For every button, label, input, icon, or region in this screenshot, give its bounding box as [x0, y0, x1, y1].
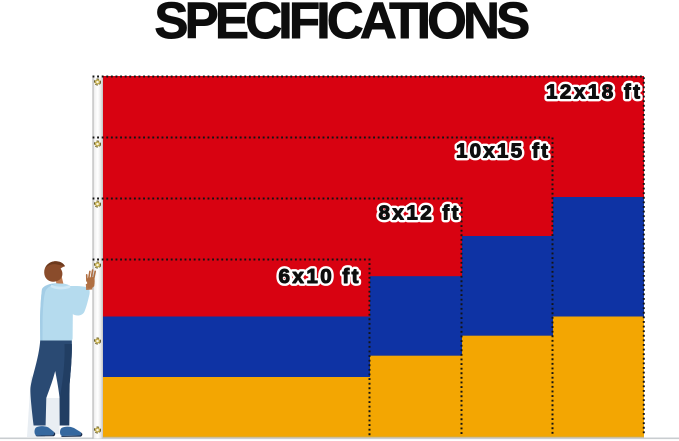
svg-text:10x15 ft: 10x15 ft [456, 140, 548, 163]
svg-text:10x15 ft: 10x15 ft [456, 140, 548, 163]
svg-text:12x18 ft: 12x18 ft [546, 80, 640, 103]
svg-text:12x18 ft: 12x18 ft [546, 80, 640, 103]
